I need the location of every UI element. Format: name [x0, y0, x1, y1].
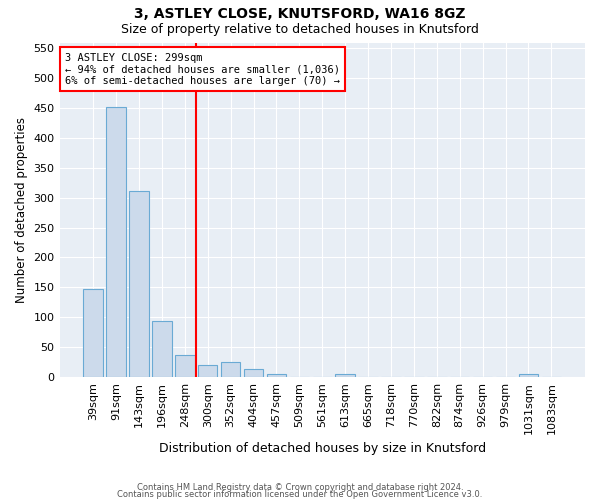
- Bar: [83, 288, 103, 377]
- Bar: [244, 369, 263, 377]
- Bar: [267, 374, 286, 377]
- Text: 3 ASTLEY CLOSE: 299sqm
← 94% of detached houses are smaller (1,036)
6% of semi-d: 3 ASTLEY CLOSE: 299sqm ← 94% of detached…: [65, 52, 340, 86]
- Text: Contains HM Land Registry data © Crown copyright and database right 2024.: Contains HM Land Registry data © Crown c…: [137, 484, 463, 492]
- Text: 3, ASTLEY CLOSE, KNUTSFORD, WA16 8GZ: 3, ASTLEY CLOSE, KNUTSFORD, WA16 8GZ: [134, 8, 466, 22]
- Bar: [335, 374, 355, 377]
- Y-axis label: Number of detached properties: Number of detached properties: [15, 116, 28, 302]
- Bar: [152, 321, 172, 377]
- Text: Size of property relative to detached houses in Knutsford: Size of property relative to detached ho…: [121, 22, 479, 36]
- Bar: [175, 355, 194, 377]
- X-axis label: Distribution of detached houses by size in Knutsford: Distribution of detached houses by size …: [159, 442, 486, 455]
- Bar: [106, 107, 126, 377]
- Bar: [221, 362, 241, 377]
- Text: Contains public sector information licensed under the Open Government Licence v3: Contains public sector information licen…: [118, 490, 482, 499]
- Bar: [129, 191, 149, 377]
- Bar: [519, 374, 538, 377]
- Bar: [198, 365, 217, 377]
